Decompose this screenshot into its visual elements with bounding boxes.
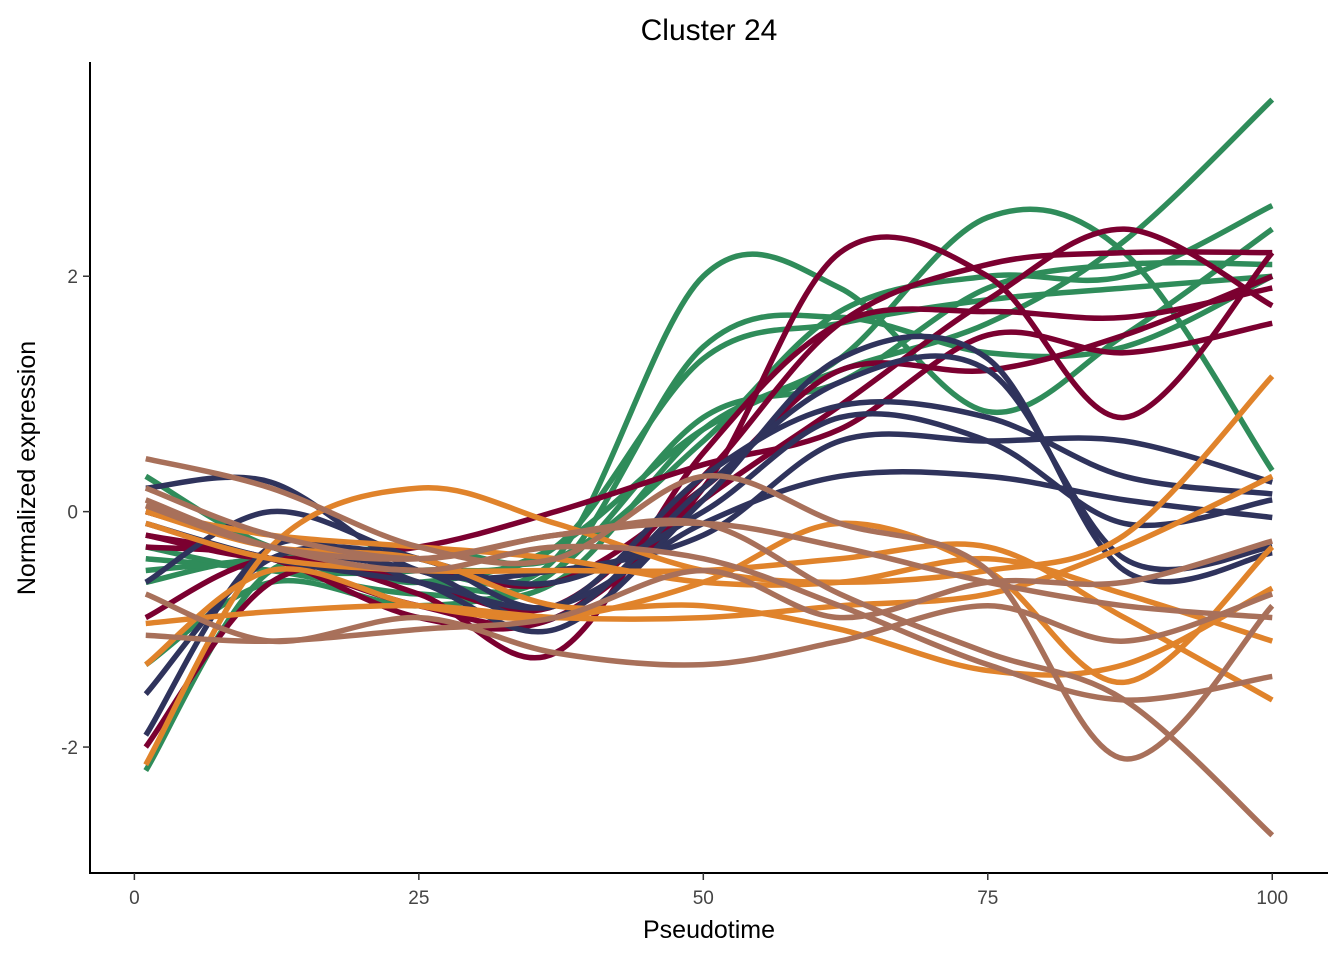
series-line-green-5	[144, 259, 1273, 667]
series-line-orange-23	[145, 508, 1274, 678]
series-lines	[143, 97, 1275, 838]
series-line-navy-14	[143, 398, 1273, 696]
y-tick-label: 0	[67, 503, 78, 524]
series-line-brown-25	[145, 455, 1275, 762]
series-line-navy-18	[144, 410, 1273, 587]
y-tick-label: -2	[61, 738, 78, 759]
axis-ticks: 0 25 50 75 100 -2 0 2	[61, 267, 1288, 909]
x-tick-label: 100	[1256, 888, 1288, 909]
series-line-brown-30	[144, 503, 1273, 621]
series-line-green-6	[145, 273, 1273, 577]
series-line-brown-28	[144, 497, 1273, 703]
chart-title: Cluster 24	[641, 14, 778, 47]
x-tick-label: 75	[977, 888, 998, 909]
series-line-orange-20	[144, 520, 1275, 686]
x-axis-label: Pseudotime	[643, 916, 775, 944]
x-tick-label: 0	[129, 888, 140, 909]
x-tick-label: 50	[693, 888, 714, 909]
series-line-orange-21	[145, 473, 1274, 627]
y-axis-label: Normalized expression	[13, 341, 41, 595]
series-line-brown-27	[145, 538, 1273, 644]
x-tick-label: 25	[408, 888, 429, 909]
y-tick-label: 2	[67, 267, 78, 288]
